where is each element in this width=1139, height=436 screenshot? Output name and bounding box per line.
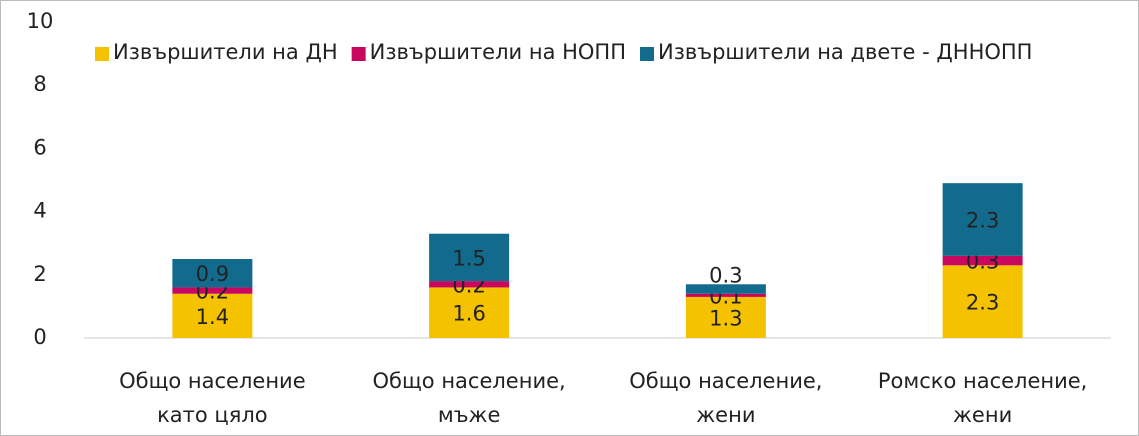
data-label: 1.6 [452,302,485,326]
bar-segment [685,284,766,294]
bar-segment [685,293,766,297]
legend-label: Извършители на НОПП [370,40,626,64]
bar-segment [172,259,253,288]
y-tick-label: 2 [33,262,46,286]
data-label: 0.9 [196,262,229,286]
legend-label: Извършители на ДН [113,40,338,64]
legend-swatch [351,47,366,61]
x-tick-label: Общо население, [629,369,822,393]
y-tick-label: 10 [27,9,54,33]
data-label: 1.5 [452,246,485,270]
data-label: 1.3 [709,306,742,330]
data-label: 0.3 [709,263,742,287]
x-tick-label: мъже [438,403,501,427]
y-tick-label: 6 [33,135,46,159]
x-tick-label: жени [953,403,1012,427]
x-tick-label: Общо население, [373,369,566,393]
y-tick-label: 0 [33,325,46,349]
legend-swatch [640,47,655,61]
bar-segment [429,287,510,338]
data-label: 2.3 [966,291,999,315]
data-label: 1.4 [196,305,229,329]
x-tick-label: Общо население [119,369,306,393]
x-tick-label: Ромско население, [878,369,1088,393]
bar-segment [172,287,253,294]
y-tick-label: 8 [33,72,46,96]
bar-segment [429,233,510,282]
legend-label: Извършители на двете - ДННОПП [658,40,1032,64]
bar-segment [172,293,253,338]
bar-segment [685,296,766,338]
bar-segment [942,265,1023,338]
x-tick-label: жени [696,403,755,427]
bar-segment [429,281,510,288]
y-tick-label: 4 [33,199,46,223]
bar-segment [942,183,1023,256]
bar-segment [942,255,1023,266]
x-tick-label: като цяло [157,403,268,427]
legend-swatch [95,47,109,61]
data-label: 2.3 [966,209,999,233]
